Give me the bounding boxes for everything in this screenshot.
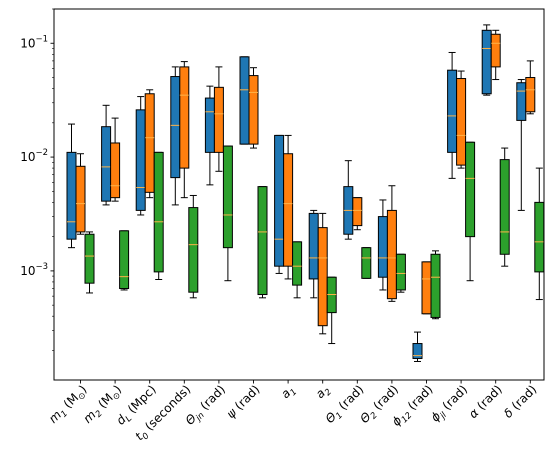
box-2-series-1 [101, 104, 112, 206]
box-4-series-3 [188, 194, 199, 299]
box-body [188, 207, 199, 293]
box-body [421, 261, 432, 315]
box-6-series-3 [257, 186, 268, 299]
x-category-label: a2 [313, 382, 334, 403]
box-5-series-3 [222, 145, 233, 282]
box-11-series-3 [430, 250, 441, 320]
x-axis: m1 (M⊙)m2 (M⊙)dL (Mpc)t0 (seconds)Θjn (r… [46, 380, 539, 443]
box-body [377, 216, 388, 278]
box-body [447, 69, 458, 153]
x-category-label: α (rad) [466, 382, 505, 421]
box-12-series-1 [447, 51, 458, 179]
box-body [75, 165, 86, 233]
box-body [153, 151, 164, 273]
y-axis: 10−3 10−2 10−1 [20, 8, 54, 351]
axes-frame [53, 8, 545, 381]
box-body [204, 97, 215, 153]
box-4-series-1 [170, 66, 181, 206]
box-body [135, 109, 146, 211]
box-body [213, 86, 224, 153]
box-9-series-3 [361, 247, 372, 279]
box-3-series-3 [153, 151, 164, 281]
box-body [525, 77, 536, 113]
box-1-series-3 [84, 231, 95, 294]
box-body [144, 93, 155, 193]
box-9-series-1 [343, 160, 354, 240]
box-body [490, 33, 501, 68]
box-body [257, 186, 268, 296]
plot-area [66, 24, 545, 362]
box-body [534, 201, 545, 273]
box-body [274, 134, 285, 267]
box-body [239, 56, 250, 145]
box-body [222, 145, 233, 249]
box-14-series-3 [534, 167, 545, 301]
box-body [352, 197, 363, 227]
box-8-series-3 [326, 276, 337, 345]
box-body [317, 227, 328, 327]
box-body [292, 241, 303, 286]
box-body [66, 151, 77, 240]
box-body [110, 142, 121, 199]
box-3-series-1 [135, 96, 146, 216]
box-10-series-2 [386, 185, 397, 302]
box-2-series-2 [110, 117, 121, 202]
box-11-series-2 [421, 261, 432, 315]
box-4-series-2 [179, 61, 190, 199]
box-body [170, 76, 181, 179]
box-body [308, 212, 319, 280]
y-tick-label: 10−2 [20, 148, 48, 164]
box-12-series-2 [456, 70, 467, 169]
box-body [516, 82, 527, 121]
box-1-series-1 [66, 123, 77, 249]
box-body [179, 66, 190, 169]
box-12-series-3 [465, 141, 476, 282]
box-5-series-1 [204, 85, 215, 186]
box-7-series-3 [292, 241, 303, 299]
y-tick-label: 10−1 [20, 34, 48, 50]
box-10-series-3 [395, 253, 406, 293]
box-14-series-2 [525, 60, 536, 115]
box-body [361, 247, 372, 279]
box-11-series-1 [412, 331, 423, 362]
box-1-series-2 [75, 153, 86, 235]
box-7-series-1 [274, 134, 285, 274]
box-10-series-1 [377, 199, 388, 291]
box-13-series-1 [481, 24, 492, 96]
x-category-label: ϕjl (rad) [428, 382, 472, 426]
x-category-label: a1 [278, 382, 299, 403]
box-6-series-1 [239, 56, 250, 145]
box-7-series-2 [283, 134, 294, 280]
box-9-series-2 [352, 197, 363, 231]
box-body [248, 75, 259, 145]
box-13-series-2 [490, 29, 501, 81]
box-8-series-1 [308, 209, 319, 299]
x-category-label: ψ (rad) [224, 382, 263, 421]
box-body [430, 253, 441, 318]
box-body [101, 126, 112, 202]
box-body [283, 153, 294, 267]
box-body [119, 230, 130, 290]
box-body [481, 29, 492, 95]
box-8-series-2 [317, 212, 328, 335]
x-category-label: δ (rad) [501, 382, 539, 420]
box-5-series-2 [213, 66, 224, 172]
box-2-series-3 [119, 230, 130, 291]
box-body [395, 253, 406, 291]
box-body [499, 159, 510, 255]
box-body [465, 141, 476, 238]
box-body [412, 343, 423, 359]
box-body [456, 78, 467, 166]
box-body [386, 209, 397, 300]
box-3-series-2 [144, 89, 155, 199]
box-6-series-2 [248, 67, 259, 149]
box-14-series-1 [516, 79, 527, 211]
y-tick-label: 10−3 [20, 262, 48, 278]
box-13-series-3 [499, 147, 510, 267]
box-body [84, 233, 95, 284]
